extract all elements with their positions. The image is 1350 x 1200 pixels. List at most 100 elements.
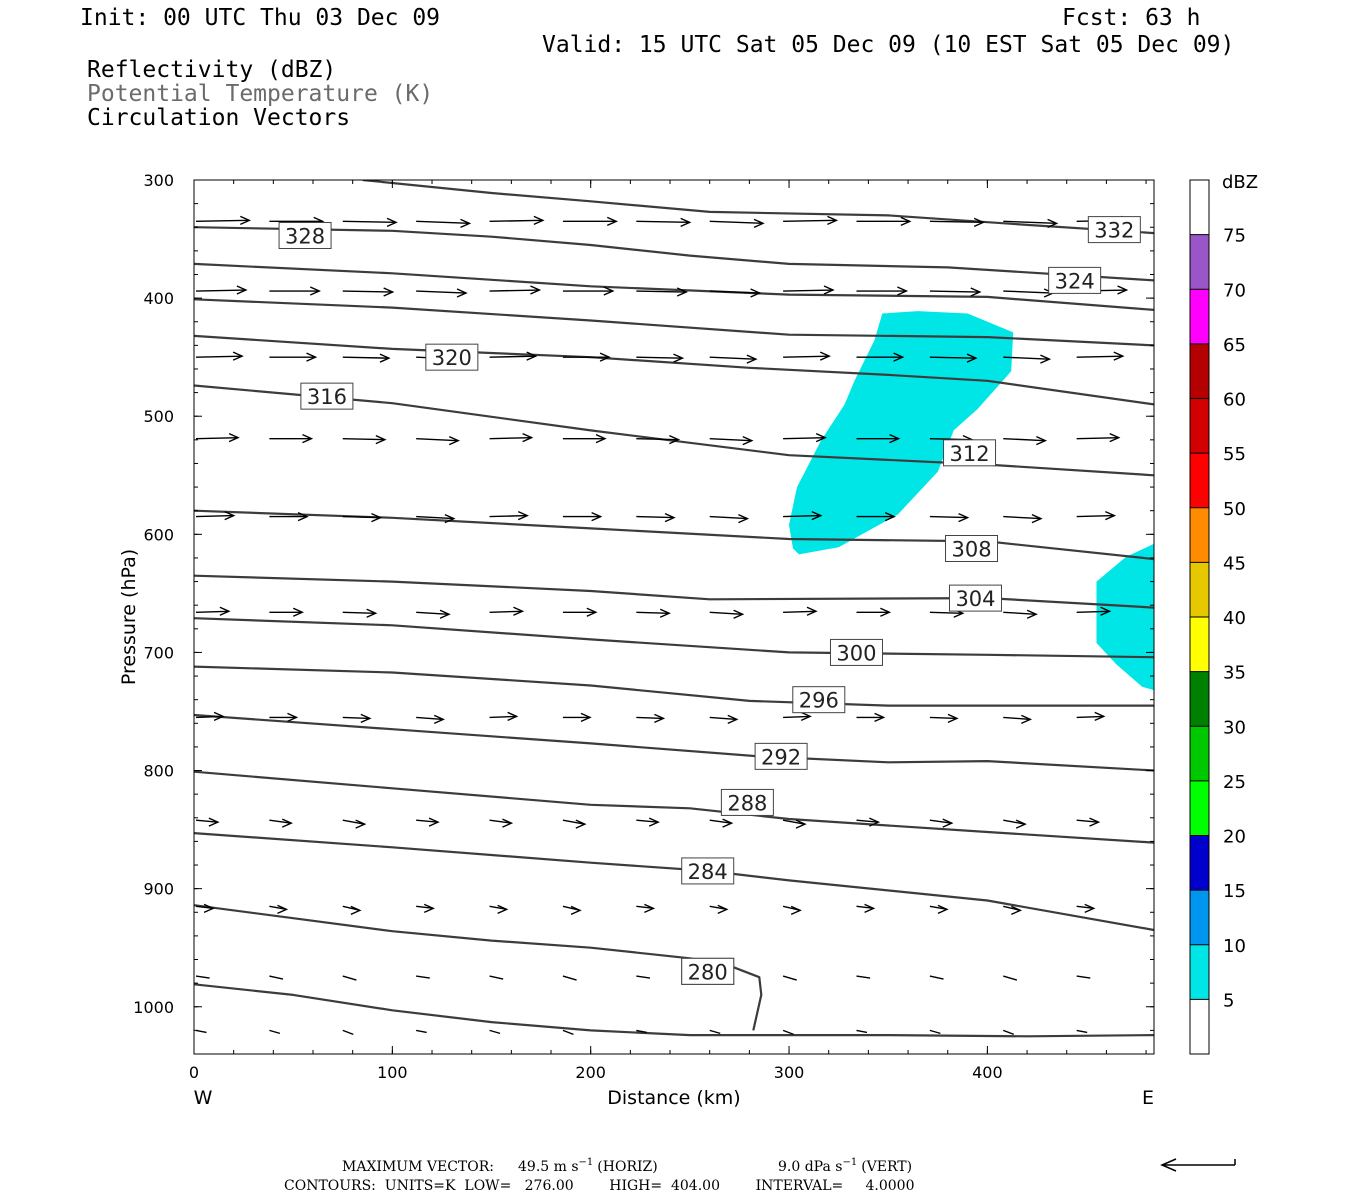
y-axis-title: Pressure (hPa) <box>118 549 140 685</box>
vector-arrow <box>1003 905 1023 916</box>
vector-arrow <box>195 510 236 521</box>
colorbar-swatch-35 <box>1190 617 1209 672</box>
vector-arrow <box>783 433 827 443</box>
vector-arrow <box>856 511 896 522</box>
svg-text:308: 308 <box>951 537 991 561</box>
vector-arrow <box>416 903 435 914</box>
reference-vector-arrow <box>1160 1158 1236 1172</box>
vector-arrow <box>636 713 666 724</box>
svg-text:296: 296 <box>799 689 839 713</box>
colorbar-label-70: 70 <box>1223 280 1246 301</box>
axis-ticks: 0 100 200 300 400 300 400 500 600 700 800 900 1000 <box>133 171 1154 1082</box>
vector-arrow <box>562 434 607 444</box>
svg-text:312: 312 <box>949 442 989 466</box>
y-tick-label: 800 <box>143 762 174 781</box>
reflectivity-region-2 <box>1096 543 1154 691</box>
colorbar-label-15: 15 <box>1223 881 1246 902</box>
vector-arrow <box>342 512 383 523</box>
vector-arrow <box>562 712 592 723</box>
vector-arrow <box>416 288 468 298</box>
y-tick-label: 1000 <box>133 998 174 1017</box>
vector-arrow <box>783 510 823 521</box>
vector-arrow <box>782 819 807 829</box>
vector-arrow <box>929 353 978 363</box>
vector-arrow <box>929 217 985 227</box>
field-circulation-vectors: Circulation Vectors <box>87 105 350 131</box>
vector-arrow <box>562 352 611 362</box>
vector-arrow <box>709 609 745 619</box>
contour-label-292: 292 <box>754 742 808 770</box>
vector-arrow <box>416 513 456 524</box>
colorbar-label-75: 75 <box>1223 226 1246 247</box>
vector-arrow <box>489 285 542 295</box>
contour-label-304: 304 <box>948 584 1002 612</box>
vector-arrow <box>929 1029 941 1035</box>
svg-text:280: 280 <box>688 960 728 984</box>
colorbar-swatch-55 <box>1190 398 1209 454</box>
colorbar-label-55: 55 <box>1223 444 1246 465</box>
colorbar-swatch-15 <box>1190 835 1209 891</box>
svg-text:292: 292 <box>761 745 801 769</box>
vector-arrow <box>489 1029 501 1035</box>
svg-text:304: 304 <box>955 587 995 611</box>
x-tick-label: 300 <box>774 1063 805 1082</box>
colorbar-label-25: 25 <box>1223 772 1246 793</box>
vector-arrow <box>709 288 762 298</box>
vector-arrow <box>1003 354 1052 364</box>
vector-arrow <box>856 1029 868 1034</box>
colorbar-label-65: 65 <box>1223 335 1246 356</box>
vector-arrow <box>1003 609 1038 619</box>
contour-324 <box>194 262 1154 311</box>
vector-arrow <box>269 904 289 915</box>
vector-arrow <box>562 1029 574 1036</box>
vector-arrow <box>342 608 378 618</box>
vector-arrow <box>269 607 304 617</box>
vector-arrow <box>783 606 818 616</box>
vector-arrow <box>1003 218 1059 228</box>
vector-arrow <box>269 712 299 723</box>
max-vector-label: MAXIMUM VECTOR: <box>342 1159 494 1175</box>
vector-arrow <box>1003 975 1018 981</box>
contour-320 <box>194 298 1154 347</box>
vector-arrow <box>562 905 582 916</box>
svg-text:328: 328 <box>285 225 325 249</box>
contour-284 <box>194 832 1154 932</box>
svg-text:324: 324 <box>1055 269 1095 293</box>
reflectivity-region-1 <box>789 311 1014 555</box>
contour-316 <box>194 334 1154 406</box>
vector-arrow <box>269 352 318 362</box>
vector-arrow <box>1076 711 1106 722</box>
colorbar-label-50: 50 <box>1223 499 1246 520</box>
vector-arrow <box>489 975 504 980</box>
vector-arrow <box>195 606 231 616</box>
vector-arrow <box>1003 436 1048 446</box>
vector-arrow <box>489 215 545 225</box>
colorbar-label-45: 45 <box>1223 553 1246 574</box>
y-tick-label: 500 <box>143 407 174 426</box>
vector-arrow <box>636 353 685 363</box>
vector-arrow <box>929 975 944 980</box>
vector-arrow <box>636 817 660 827</box>
x-tick-label: 0 <box>189 1063 199 1082</box>
vector-arrow <box>709 354 758 364</box>
vector-arrow <box>1076 606 1112 616</box>
contour-label-320: 320 <box>425 343 479 371</box>
colorbar-swatch-5 <box>1190 944 1209 1000</box>
vector-arrow <box>783 215 839 225</box>
vector-arrow <box>783 351 831 361</box>
svg-text:320: 320 <box>432 346 472 370</box>
contour-label-332: 332 <box>1087 216 1141 244</box>
vector-arrow <box>416 975 430 979</box>
colorbar-swatch-10 <box>1190 890 1209 945</box>
colorbar-label-60: 60 <box>1223 390 1246 411</box>
vector-arrow <box>416 714 445 725</box>
vector-arrow <box>709 513 750 524</box>
vector-arrow <box>1076 975 1091 979</box>
forecast-hour: Fcst: 63 h <box>1062 5 1200 31</box>
colorbar-swatch-50 <box>1190 453 1209 508</box>
colorbar-swatch-20 <box>1190 780 1209 836</box>
colorbar-swatch-75 <box>1190 180 1209 235</box>
vector-arrow <box>195 433 240 443</box>
vector-arrow <box>562 511 603 522</box>
vector-arrow <box>342 353 391 363</box>
